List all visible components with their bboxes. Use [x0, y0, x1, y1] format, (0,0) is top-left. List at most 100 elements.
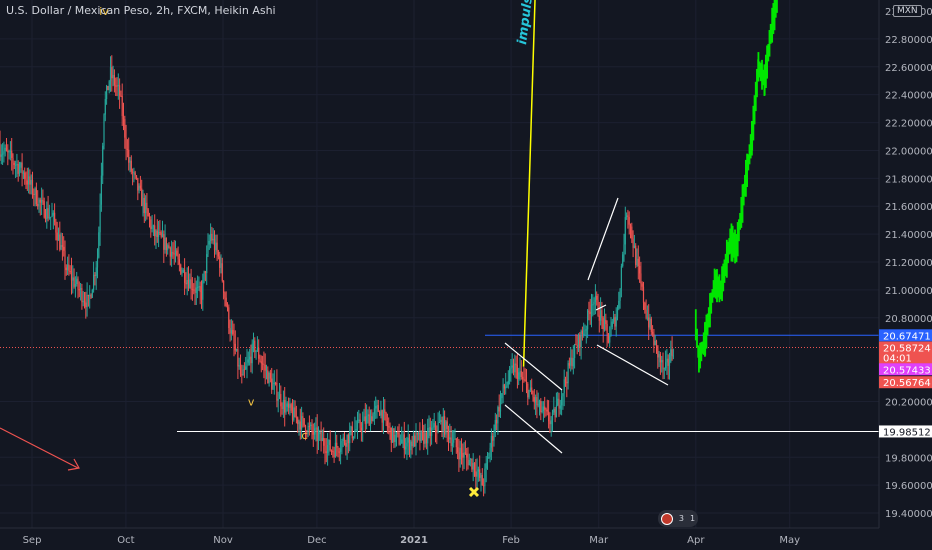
candle-body	[644, 302, 646, 310]
projection-candle	[729, 228, 732, 254]
candle-body	[654, 340, 656, 346]
candle-body	[558, 398, 560, 409]
candle-body	[260, 361, 262, 364]
candle-body	[116, 85, 118, 87]
candle-body	[359, 419, 361, 428]
candle-body	[484, 468, 486, 486]
candle-body	[34, 188, 36, 195]
candle-body	[271, 378, 273, 390]
candle-body	[332, 450, 334, 453]
candle-body	[83, 301, 86, 303]
projection-candle	[711, 289, 714, 303]
candle-body	[145, 202, 147, 214]
candle-body	[509, 368, 511, 381]
candle-body	[557, 398, 559, 406]
candle-body	[665, 362, 667, 369]
candle-body	[467, 457, 469, 466]
candle-body	[640, 273, 642, 284]
candle-body	[47, 208, 49, 219]
candle-body	[483, 485, 485, 487]
candle-body	[146, 202, 148, 210]
candle-body	[229, 328, 231, 334]
candle-body	[393, 428, 395, 442]
candle-body	[215, 242, 217, 251]
candle-body	[43, 201, 45, 218]
candle-body	[406, 442, 408, 447]
ideas-widget[interactable]: 3 1	[658, 510, 698, 527]
candle-body	[440, 419, 442, 423]
projection-candle	[770, 23, 772, 40]
candle-body	[468, 460, 470, 466]
candle-body	[264, 364, 266, 371]
candle-body	[239, 365, 242, 375]
trend-line	[522, 0, 536, 367]
projection-candle	[756, 68, 758, 98]
candle-body	[346, 434, 348, 447]
candle-body	[581, 330, 583, 334]
candle-body	[104, 99, 106, 115]
projection-candle	[761, 59, 763, 90]
candle-body	[325, 451, 327, 453]
candle-body	[233, 333, 235, 344]
candle-body	[262, 363, 264, 365]
candle-body	[668, 361, 671, 366]
price-axis	[879, 0, 932, 550]
candle-body	[338, 451, 340, 453]
currency-badge[interactable]: MXN	[893, 5, 922, 17]
projection-candle	[723, 259, 726, 283]
candle-body	[544, 406, 546, 410]
candle-body	[343, 437, 346, 443]
candle-body	[100, 175, 102, 205]
candle-body	[259, 358, 261, 362]
candle-body	[238, 365, 240, 367]
candle-body	[320, 432, 322, 442]
candle-body	[232, 330, 234, 334]
candle-body	[255, 350, 257, 352]
y-tick-label: 19.60000	[885, 481, 932, 492]
candle-body	[493, 432, 495, 441]
candle-body	[168, 245, 170, 248]
projection-candle	[763, 66, 766, 96]
candle-body	[523, 379, 525, 381]
candle-body	[185, 282, 187, 285]
candle-body	[600, 310, 602, 321]
candle-body	[428, 427, 430, 429]
candle-body	[463, 452, 465, 458]
candle-body	[44, 217, 47, 220]
candle-body	[247, 359, 249, 363]
candle-body	[280, 394, 282, 407]
candle-body	[113, 75, 115, 86]
candle-body	[68, 264, 70, 272]
candle-body	[574, 344, 576, 359]
candle-body	[217, 252, 219, 257]
candle-body	[154, 225, 156, 237]
candle-body	[392, 428, 394, 443]
candle-body	[191, 289, 193, 291]
candle-body	[512, 365, 515, 373]
candle-body	[103, 114, 105, 146]
projection-candle	[719, 280, 722, 300]
candle-body	[289, 404, 291, 408]
candle-body	[418, 433, 420, 435]
candle-body	[86, 295, 88, 308]
candle-body	[213, 238, 216, 251]
candle-body	[368, 414, 370, 426]
candle-body	[165, 237, 167, 251]
candle-body	[497, 407, 499, 424]
candle-body	[69, 271, 71, 273]
projection-candle	[739, 213, 742, 230]
candle-body	[137, 178, 139, 191]
candle-body	[471, 458, 473, 470]
candle-body	[429, 427, 431, 436]
candle-body	[475, 471, 477, 477]
candle-body	[177, 255, 179, 260]
candle-body	[129, 160, 131, 163]
candle-body	[398, 432, 400, 445]
candle-body	[319, 432, 321, 435]
candle-body	[278, 394, 281, 399]
candle-body	[548, 411, 550, 422]
candle-body	[353, 436, 355, 439]
candle-body	[204, 271, 206, 274]
candle-body	[453, 439, 455, 443]
